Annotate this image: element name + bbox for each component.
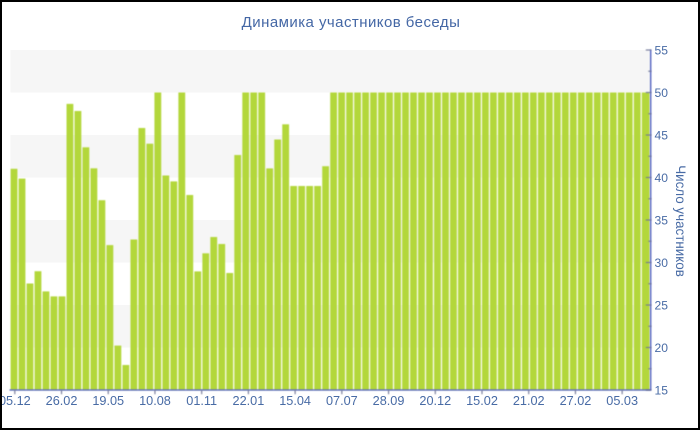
svg-text:01.11: 01.11 — [186, 394, 217, 408]
svg-text:15.02: 15.02 — [466, 394, 498, 408]
svg-text:15.04: 15.04 — [279, 394, 311, 408]
svg-text:35: 35 — [655, 213, 669, 227]
svg-text:50: 50 — [655, 86, 669, 100]
svg-text:30: 30 — [655, 256, 669, 270]
svg-text:05.12: 05.12 — [0, 394, 31, 408]
svg-text:22.01: 22.01 — [233, 394, 265, 408]
svg-text:20.12: 20.12 — [419, 394, 451, 408]
svg-text:45: 45 — [655, 128, 669, 142]
svg-text:28.09: 28.09 — [373, 394, 405, 408]
svg-text:27.02: 27.02 — [560, 394, 592, 408]
svg-text:15: 15 — [655, 383, 669, 397]
svg-text:07.07: 07.07 — [326, 394, 358, 408]
svg-text:55: 55 — [655, 43, 669, 57]
svg-text:Динамика участников беседы: Динамика участников беседы — [242, 14, 461, 31]
svg-text:19.05: 19.05 — [92, 394, 124, 408]
svg-text:21.02: 21.02 — [513, 394, 545, 408]
svg-text:20: 20 — [655, 341, 669, 355]
svg-text:25: 25 — [655, 298, 669, 312]
svg-text:10.08: 10.08 — [139, 394, 171, 408]
svg-text:05.03: 05.03 — [606, 394, 638, 408]
svg-text:26.02: 26.02 — [46, 394, 78, 408]
svg-text:40: 40 — [655, 171, 669, 185]
svg-text:Число участников: Число участников — [673, 165, 688, 277]
